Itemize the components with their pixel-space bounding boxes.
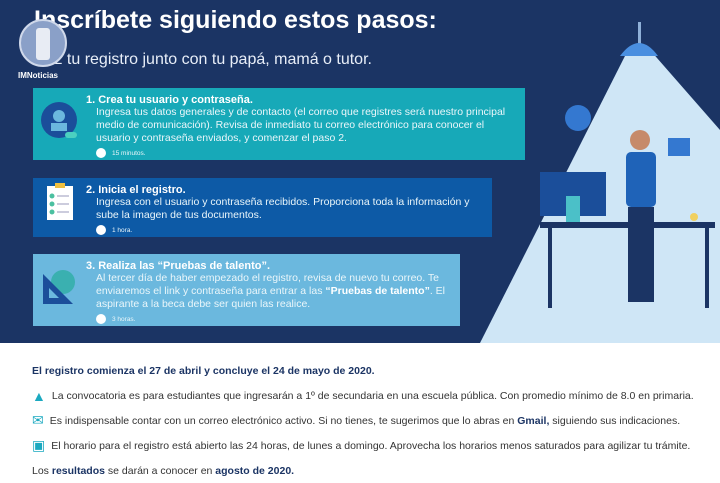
results-text: Los resultados se darán a conocer en ago… [32,464,295,477]
graduation-cap-icon: ▲ [32,387,46,404]
step-card-2: 2. Inicia el registro. Ingresa con el us… [33,178,492,237]
step-card-3: 3. Realiza las “Pruebas de talento”. Al … [33,254,460,326]
office-illustration [480,22,720,343]
step-title: 2. Inicia el registro. [86,184,186,196]
step-text: Al tercer día de haber empezado el regis… [96,272,445,310]
set-square-protractor-icon [43,270,75,304]
clock-icon [96,225,106,235]
envelope-icon: ✉ [32,412,44,428]
user-id-icon [41,102,77,138]
calendar-clock-icon: ▣ [32,437,46,453]
info-section: El registro comienza el 27 de abril y co… [32,358,712,483]
page-title: Inscríbete siguiendo estos pasos: [34,6,437,34]
step-title: 3. Realiza las “Pruebas de talento”. [86,260,271,272]
step-duration: 3 horas. [112,315,136,323]
imnoticias-logo: IMNoticias [18,18,68,80]
eligibility-text: La convocatoria es para estudiantes que … [51,389,694,402]
step-text: Ingresa tus datos generales y de contact… [96,106,506,144]
step-card-1: 1. Crea tu usuario y contraseña. Ingresa… [33,88,525,160]
hero-panel: Inscríbete siguiendo estos pasos: Haz tu… [0,0,720,343]
clock-icon [96,314,106,324]
clock-icon [96,148,106,158]
step-duration: 15 minutos. [112,149,146,157]
step-title: 1. Crea tu usuario y contraseña. [86,94,253,106]
page-subtitle: Haz tu registro junto con tu papá, mamá … [34,51,372,68]
schedule-text: El horario para el registro está abierto… [51,439,691,452]
step-duration: 1 hora. [112,226,133,234]
clipboard-checklist-icon [47,183,73,220]
step-text: Ingresa con el usuario y contraseña reci… [96,196,470,221]
registration-dates: El registro comienza el 27 de abril y co… [32,364,375,377]
email-requirement-text: Es indispensable contar con un correo el… [49,414,681,427]
